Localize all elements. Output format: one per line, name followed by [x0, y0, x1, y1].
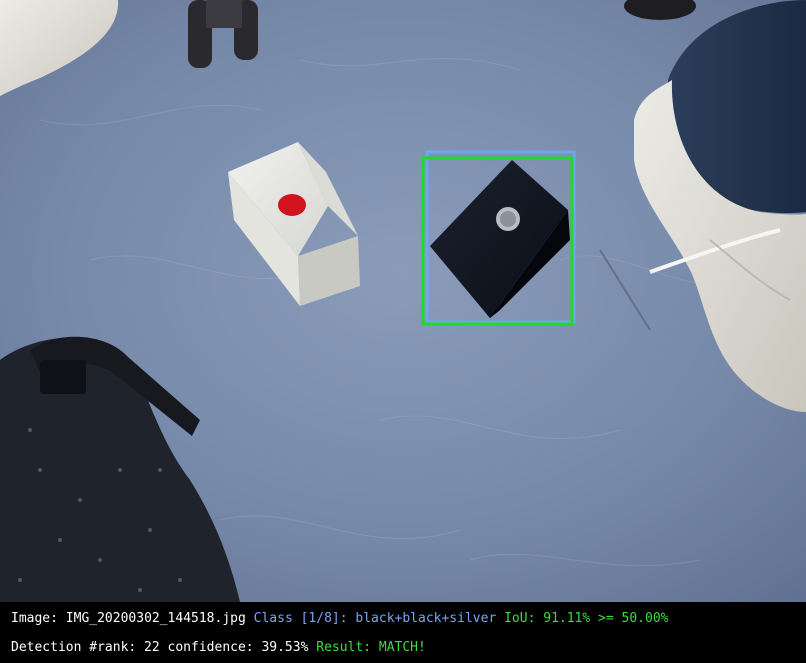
image-filename: IMG_20200302_144518.jpg	[65, 611, 246, 626]
image-label: Image:	[11, 611, 66, 626]
red-button-icon	[278, 194, 306, 216]
jeans	[668, 0, 806, 214]
shoe-top-left	[0, 0, 119, 96]
class-value: black+black+silver	[355, 611, 497, 626]
status-bar	[0, 602, 806, 663]
scene-photo	[0, 0, 806, 602]
detection-image	[0, 0, 806, 602]
detection-bounding-box	[421, 156, 574, 326]
ground-truth-bounding-box	[425, 150, 576, 324]
iou-text: IoU: 91.11% >= 50.00%	[496, 611, 669, 626]
black-box-object	[430, 160, 570, 318]
white-box-object	[228, 142, 360, 306]
detection-info: Detection #rank: 22 confidence: 39.53%	[11, 640, 309, 655]
status-line-detection-result: Detection #rank: 22 confidence: 39.53% R…	[11, 640, 426, 656]
stroller-wheels	[188, 0, 696, 68]
class-label: Class [1/8]:	[245, 611, 356, 626]
result-text: Result: MATCH!	[308, 640, 426, 655]
backpack	[0, 336, 240, 602]
status-line-image-class-iou: Image: IMG_20200302_144518.jpg Class [1/…	[11, 611, 668, 627]
